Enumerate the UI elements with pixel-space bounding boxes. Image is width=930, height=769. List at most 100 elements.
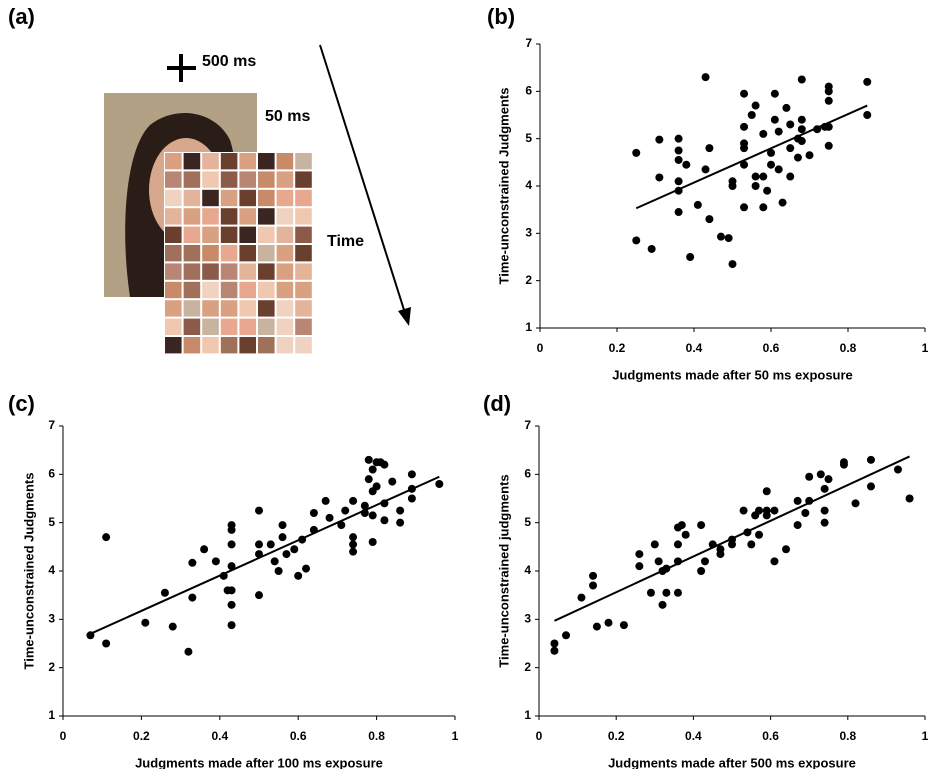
- mosaic-tile: [202, 208, 219, 225]
- mosaic-tile: [202, 245, 219, 262]
- point: [360, 501, 369, 510]
- point: [728, 182, 737, 190]
- mosaic-tile: [295, 300, 312, 317]
- mosaic-tile: [202, 337, 219, 354]
- point: [349, 540, 358, 549]
- point: [619, 621, 628, 630]
- point: [805, 472, 814, 481]
- y-tick-label: 4: [525, 178, 532, 192]
- mosaic-tile: [165, 189, 182, 207]
- mosaic-tile: [165, 153, 182, 170]
- mosaic-tile: [165, 245, 182, 262]
- mosaic-tile: [258, 300, 275, 317]
- point: [705, 215, 714, 224]
- point: [863, 111, 872, 119]
- mosaic-tile: [276, 153, 294, 170]
- y-tick-label: 6: [525, 84, 532, 98]
- point: [716, 232, 725, 241]
- point: [673, 540, 682, 549]
- y-tick-label: 3: [524, 612, 531, 626]
- point: [786, 144, 795, 153]
- point: [905, 494, 914, 503]
- mosaic-tile: [165, 318, 182, 335]
- mosaic-tile: [202, 281, 219, 299]
- point: [686, 253, 695, 261]
- x-tick-label: 0.4: [686, 341, 703, 355]
- point: [550, 639, 559, 648]
- point: [255, 540, 263, 549]
- point: [274, 567, 283, 575]
- mosaic-tile: [239, 208, 256, 225]
- point: [282, 550, 291, 559]
- y-tick-label: 1: [524, 708, 531, 722]
- x-tick-label: 0: [60, 729, 67, 743]
- mosaic-tile: [276, 208, 294, 225]
- point: [188, 558, 197, 567]
- mosaic-tile: [239, 245, 256, 262]
- point: [770, 115, 779, 124]
- point: [740, 144, 749, 153]
- point: [141, 618, 150, 627]
- y-tick-label: 3: [525, 226, 532, 240]
- point: [701, 165, 710, 174]
- mosaic-tile: [202, 171, 219, 188]
- point: [396, 506, 405, 515]
- point: [435, 480, 444, 488]
- mosaic-tile: [220, 281, 238, 299]
- panel-label: (d): [483, 391, 511, 416]
- point: [782, 545, 791, 554]
- mosaic-tile: [220, 245, 238, 262]
- point: [751, 172, 760, 181]
- y-tick-label: 2: [48, 660, 55, 674]
- mosaic-tile: [276, 300, 294, 317]
- mosaic-tile: [239, 189, 256, 207]
- point: [801, 509, 810, 517]
- point: [655, 173, 664, 182]
- x-tick-label: 0.4: [211, 729, 228, 743]
- point: [759, 203, 768, 212]
- y-axis-title: Time-unconstrained Judgments: [21, 473, 36, 670]
- point: [321, 496, 330, 505]
- point: [805, 151, 814, 160]
- mosaic-tile: [295, 189, 312, 207]
- point: [674, 155, 683, 164]
- x-axis-title: Judgments made after 500 ms exposure: [608, 755, 856, 769]
- point: [700, 557, 709, 566]
- point: [604, 618, 613, 627]
- point: [380, 516, 389, 525]
- mosaic-tile: [258, 281, 275, 299]
- point: [266, 540, 275, 549]
- point: [396, 518, 405, 527]
- mosaic-tile: [183, 171, 201, 188]
- point: [716, 545, 725, 554]
- point: [341, 506, 350, 515]
- point: [227, 600, 236, 609]
- point: [674, 208, 683, 217]
- mosaic-tile: [239, 263, 256, 280]
- point: [863, 77, 872, 86]
- point: [824, 122, 833, 131]
- mosaic-tile: [202, 300, 219, 317]
- point: [227, 562, 236, 571]
- y-tick-label: 7: [48, 418, 55, 432]
- point: [184, 647, 193, 656]
- point: [102, 639, 111, 648]
- point: [677, 521, 686, 530]
- point: [368, 465, 377, 474]
- x-tick-label: 0.2: [608, 729, 625, 743]
- x-tick-label: 0.8: [368, 729, 385, 743]
- mosaic-tile: [276, 318, 294, 335]
- y-tick-label: 4: [524, 563, 531, 577]
- mosaic-tile: [258, 153, 275, 170]
- point: [786, 120, 795, 129]
- point: [227, 586, 236, 595]
- point: [763, 186, 772, 195]
- y-tick-label: 7: [524, 418, 531, 432]
- point: [188, 593, 197, 602]
- point: [200, 545, 209, 554]
- mosaic-tile: [202, 263, 219, 280]
- point: [866, 482, 875, 491]
- mosaic-tile: [239, 281, 256, 299]
- y-tick-label: 6: [48, 467, 55, 481]
